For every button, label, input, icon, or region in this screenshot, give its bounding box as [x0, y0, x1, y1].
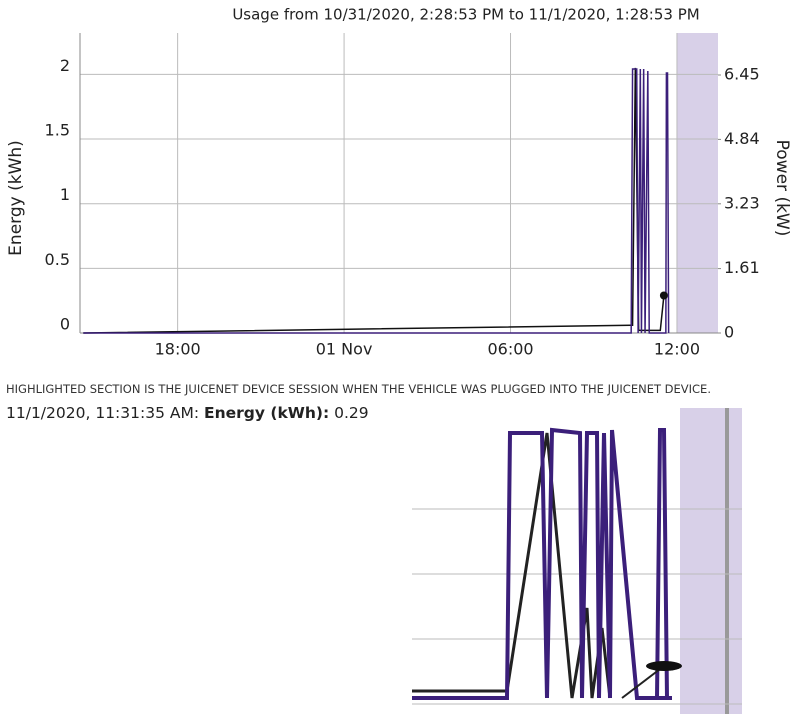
y-tick-label: 0 [60, 315, 70, 334]
tooltip: 11/1/2020, 11:31:35 AM: Energy (kWh): 0.… [6, 404, 369, 422]
y2-tick-label: 4.84 [724, 129, 760, 148]
tooltip-time: 11/1/2020, 11:31:35 AM: [6, 404, 200, 422]
y2-axis-label: Power (kW) [772, 140, 792, 237]
hover-marker [659, 291, 668, 300]
y2-tick-label: 6.45 [724, 65, 760, 84]
highlight [676, 33, 718, 333]
inset-marker [646, 661, 682, 671]
series-line [83, 67, 665, 334]
inset-energy-line [621, 665, 665, 699]
y-tick-label: 1 [60, 185, 70, 204]
y-tick-label: 2 [60, 56, 70, 75]
y2-tick-label: 0 [724, 323, 734, 342]
y2-tick-label: 3.23 [724, 193, 760, 212]
y2-tick-label: 1.61 [724, 258, 760, 277]
chart: Usage from 10/31/2020, 2:28:53 PM to 11/… [6, 6, 792, 359]
inset-highlight [680, 408, 742, 714]
x-tick-label: 18:00 [155, 340, 201, 359]
tooltip-label: Energy (kWh): [204, 404, 330, 422]
y-tick-label: 1.5 [45, 121, 70, 140]
inset-power-line [412, 427, 672, 700]
x-tick-label: 12:00 [654, 340, 700, 359]
chart-title: Usage from 10/31/2020, 2:28:53 PM to 11/… [232, 6, 699, 24]
zoom-inset [412, 408, 742, 714]
tooltip-value: 0.29 [334, 404, 369, 422]
note: HIGHLIGHTED SECTION IS THE JUICENET DEVI… [6, 382, 711, 396]
y-axis-label: Energy (kWh) [6, 140, 26, 256]
x-tick-label: 06:00 [487, 340, 533, 359]
inset-power-line [655, 428, 669, 699]
x-tick-label: 01 Nov [316, 340, 373, 359]
series-line [83, 68, 670, 334]
y-tick-label: 0.5 [45, 250, 70, 269]
